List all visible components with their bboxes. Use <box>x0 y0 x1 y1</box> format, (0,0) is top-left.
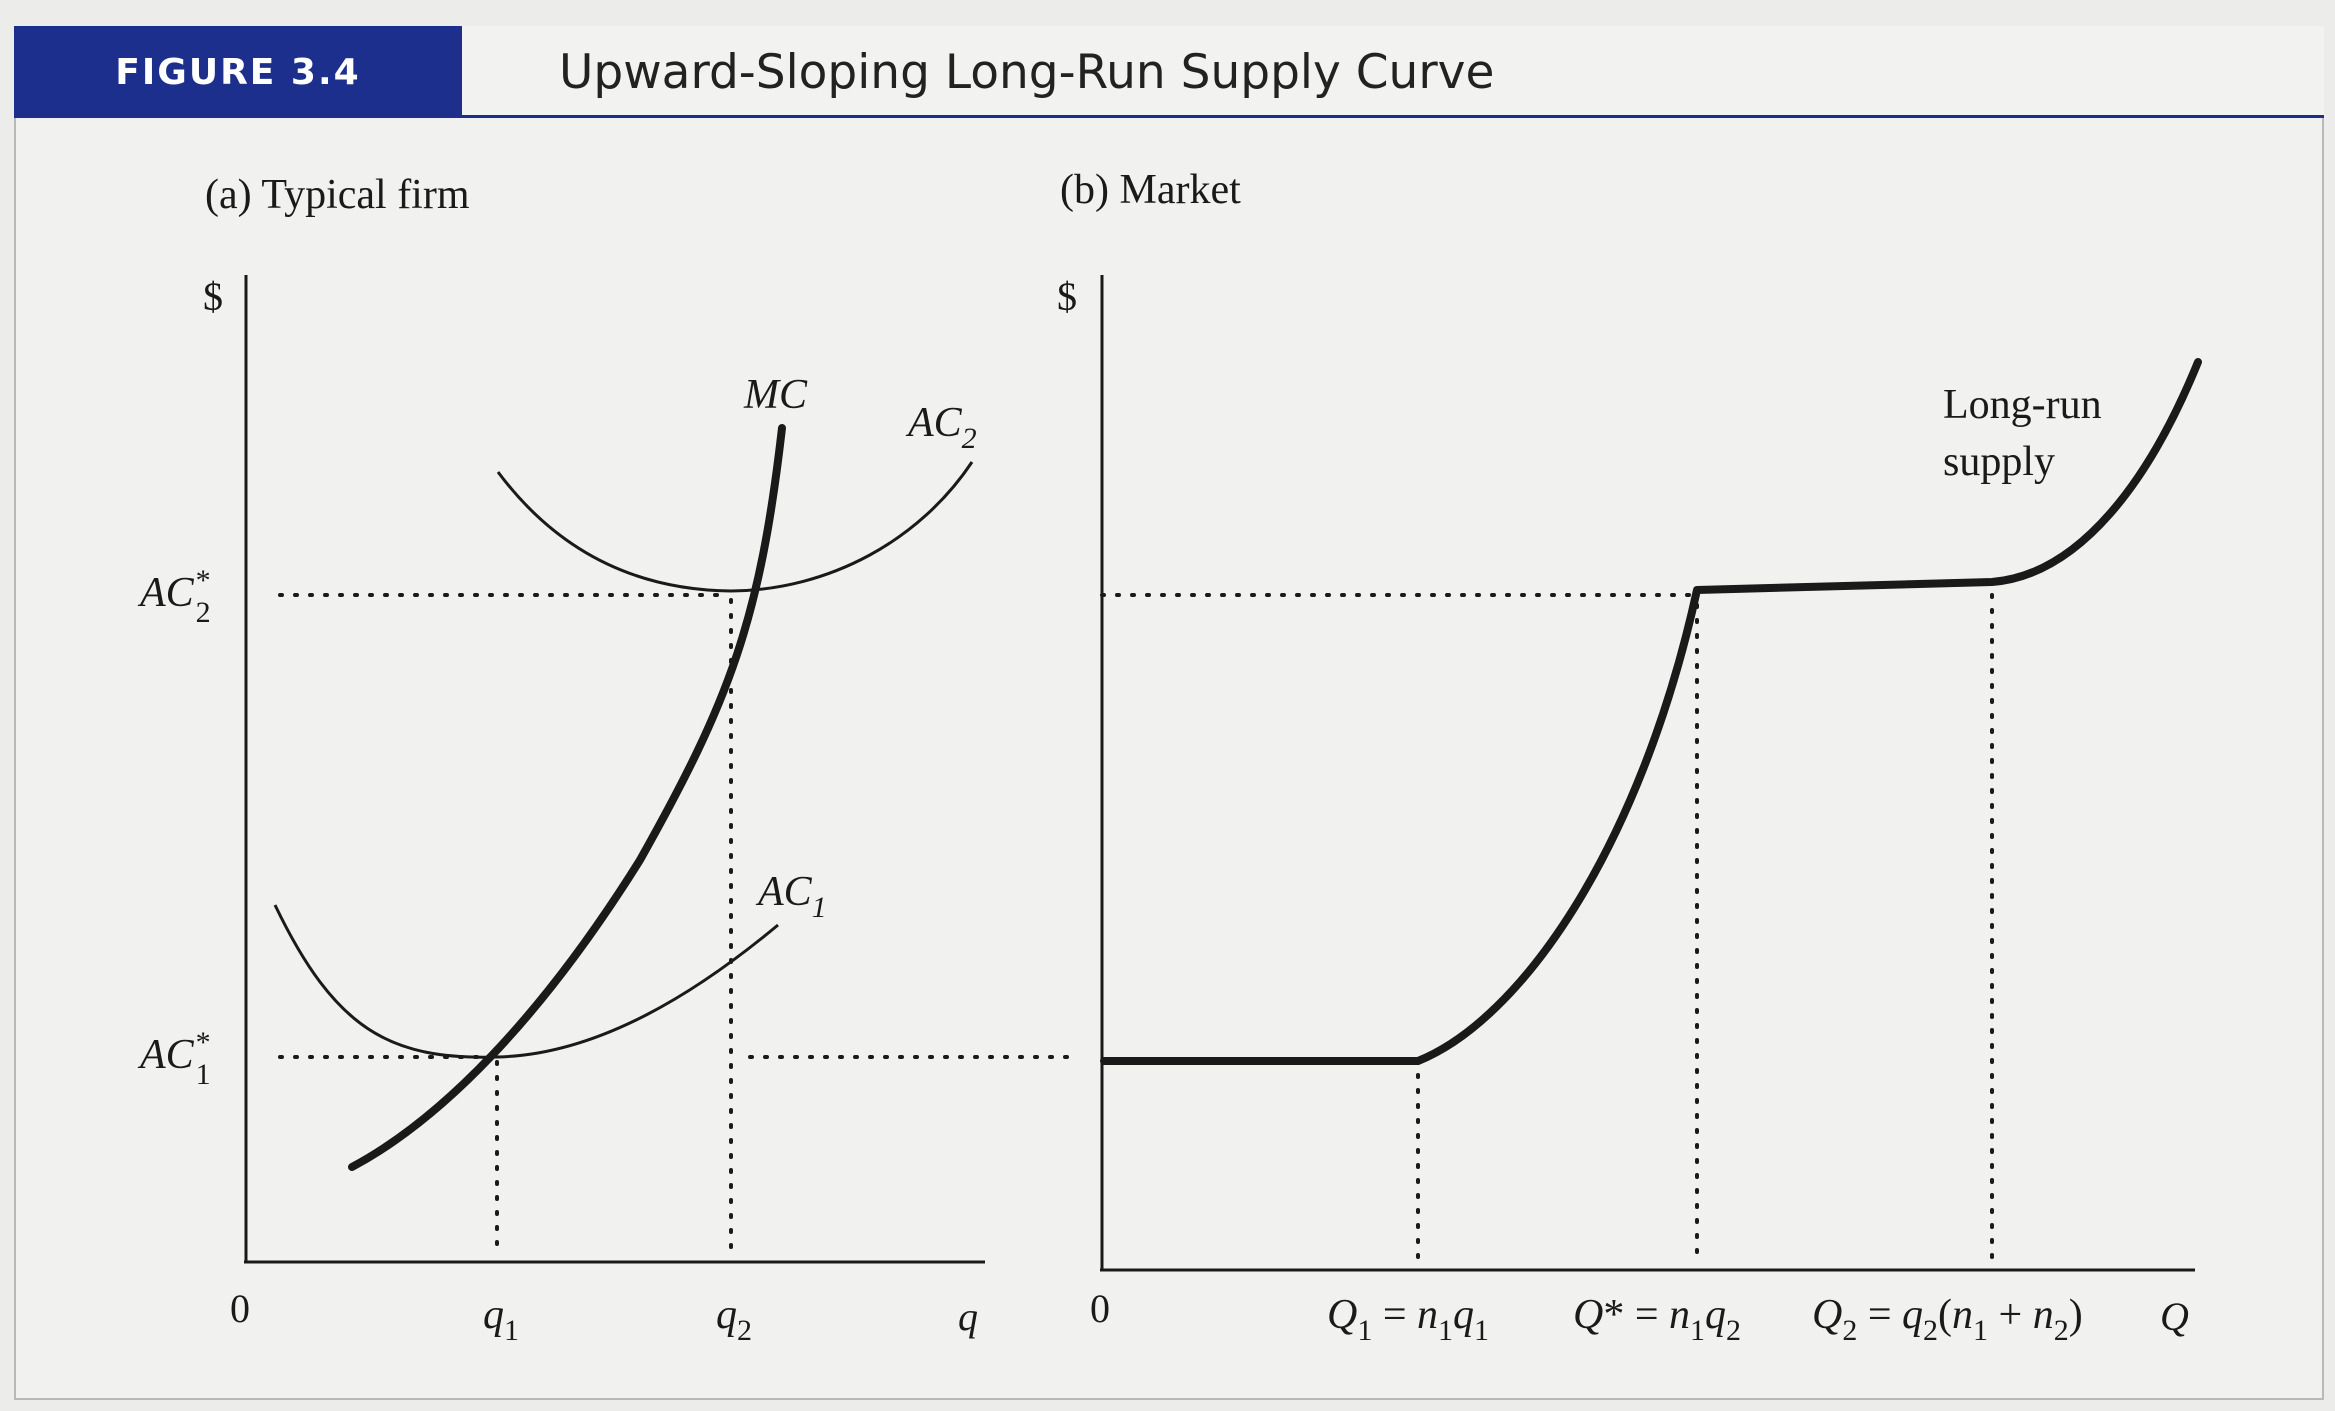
ac1-star-tick-label: AC* 1 <box>137 1026 211 1091</box>
long-run-supply-curve <box>1100 358 2202 1065</box>
long-run-supply-label-line1: Long-run <box>1943 382 2102 428</box>
Q2-tick-label: Q2 = q2(n1 + n2) <box>1812 1292 2083 1347</box>
mc-curve <box>348 424 786 1171</box>
ac2-star-tick-label: AC* 2 <box>137 564 211 629</box>
panel-a-y-axis-label: $ <box>203 274 223 319</box>
panel-b-y-axis-label: $ <box>1057 274 1077 319</box>
q1-tick-label: q1 <box>483 1292 519 1347</box>
figure-number-label: FIGURE 3.4 <box>14 26 462 118</box>
panel-a-x-axis-label: q <box>958 1294 978 1339</box>
panel-a-caption: (a) Typical firm <box>205 172 470 218</box>
ac1-curve <box>273 904 779 1059</box>
mc-label: MC <box>743 372 808 418</box>
long-run-supply-label-line2: supply <box>1943 439 2055 485</box>
q2-tick-label: q2 <box>716 1292 752 1347</box>
panel-b-caption: (b) Market <box>1060 167 1241 213</box>
panel-a-origin: 0 <box>230 1286 250 1331</box>
Q1-tick-label: Q1 = n1q1 <box>1327 1292 1489 1347</box>
panel-b-x-axis-label: Q <box>2160 1294 2189 1339</box>
figure-frame <box>14 26 2324 1400</box>
panel-market: (b) Market $ 0 Q Long-run supply Q1 = n1… <box>748 167 2202 1347</box>
Q-star-tick-label: Q* = n1q2 <box>1573 1292 1741 1347</box>
ac2-curve <box>496 461 974 593</box>
panel-typical-firm: (a) Typical firm $ 0 q MC AC2 AC1 AC* 2 <box>137 172 985 1347</box>
ac1-label: AC1 <box>755 869 827 924</box>
figure-title: Upward-Sloping Long-Run Supply Curve <box>559 44 1495 100</box>
ac2-label: AC2 <box>905 400 977 455</box>
figure-header: FIGURE 3.4 Upward-Sloping Long-Run Suppl… <box>14 26 2324 118</box>
panel-b-origin: 0 <box>1090 1286 1110 1331</box>
